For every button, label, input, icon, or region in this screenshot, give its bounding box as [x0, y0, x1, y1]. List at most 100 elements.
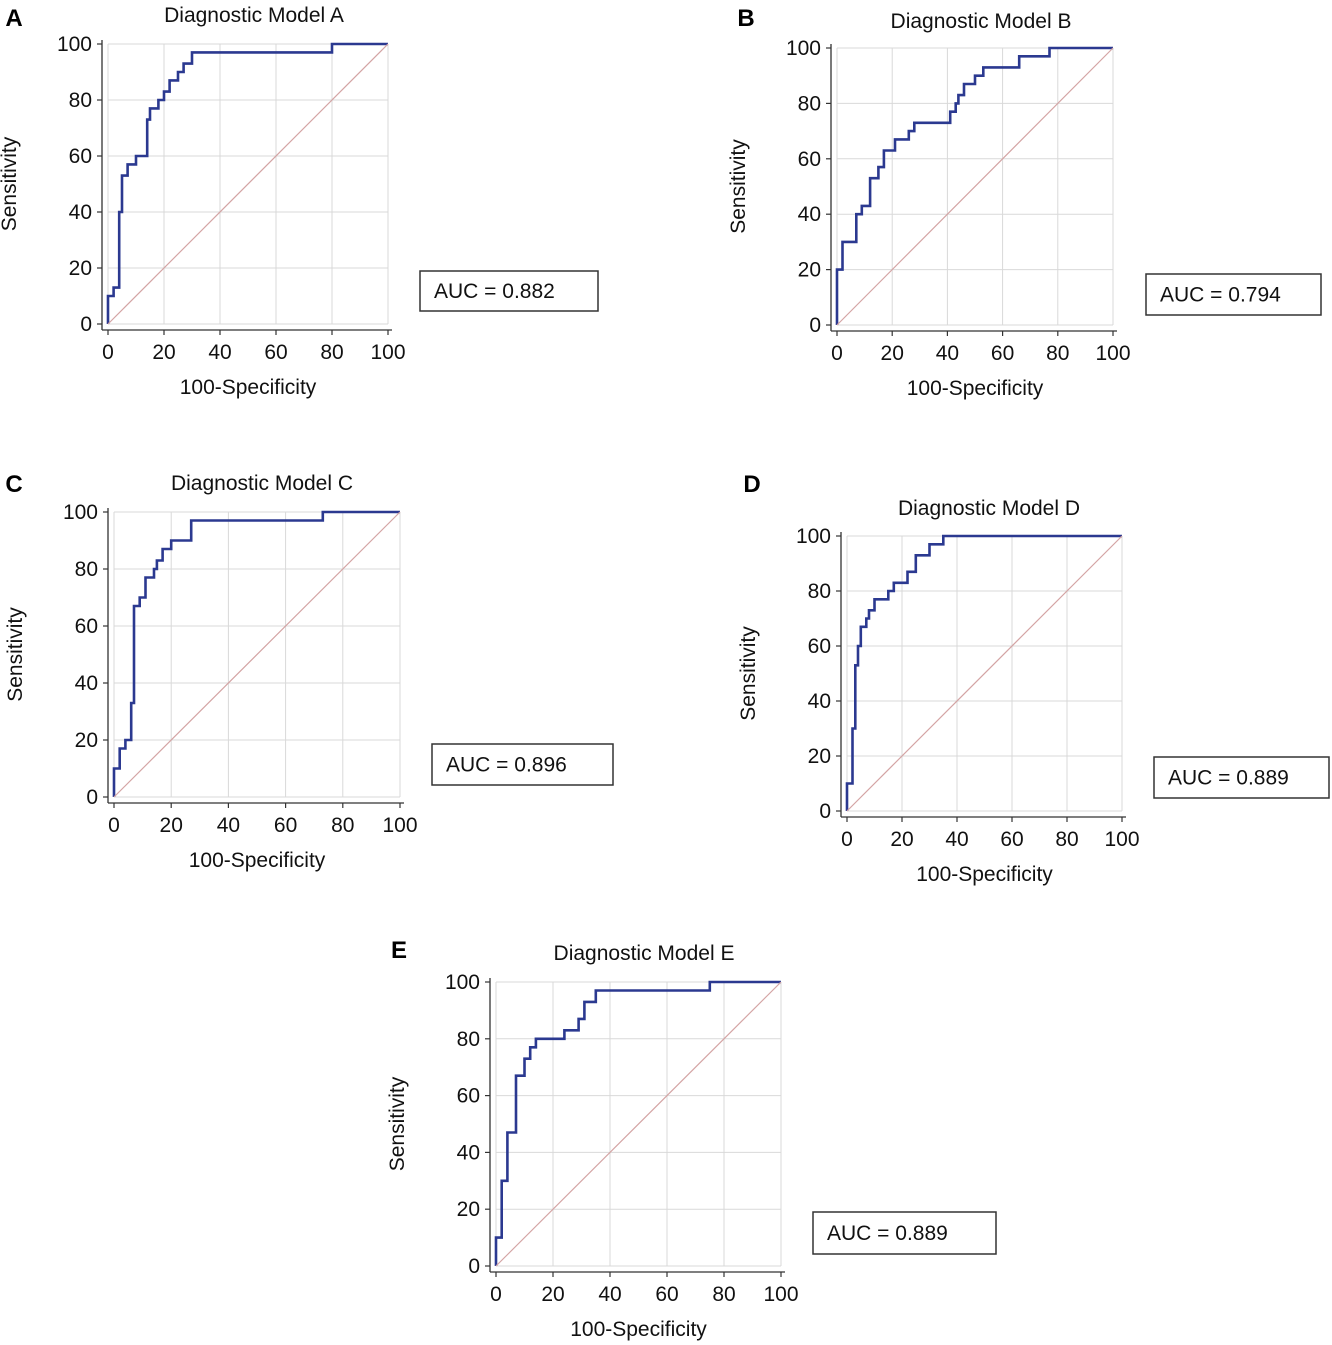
roc-curve-line: [845, 534, 1122, 811]
y-tick-label: 100: [57, 33, 92, 56]
x-axis-label: 100-Specificity: [570, 1318, 707, 1341]
auc-label: AUC = 0.889: [1168, 767, 1289, 790]
roc-panel-e: E Diagnostic Model E 0 20 40 60 80 100 0 20 40 60 80…: [386, 937, 997, 1341]
x-tick-label: 20: [152, 341, 175, 364]
chart-title: Diagnostic Model E: [554, 942, 735, 965]
x-tick-label: 0: [831, 342, 843, 365]
panel-letter: E: [391, 937, 407, 964]
roc-curve-line: [106, 42, 388, 324]
auc-box: [1145, 273, 1322, 316]
auc-box: [812, 1211, 997, 1255]
y-tick-label: 0: [80, 313, 92, 336]
y-tick-label: 40: [457, 1141, 480, 1164]
y-tick-label: 100: [786, 37, 821, 60]
y-tick-label: 60: [808, 635, 831, 658]
panel-letter: B: [737, 5, 754, 32]
roc-curve-line: [112, 510, 400, 797]
x-tick-label: 80: [331, 814, 354, 837]
y-tick-label: 80: [808, 580, 831, 603]
chart-title: Diagnostic Model B: [891, 10, 1072, 33]
roc-curve-line: [835, 46, 1113, 325]
reference-diagonal-line: [836, 47, 1114, 326]
auc-label: AUC = 0.794: [1160, 284, 1281, 307]
auc-box: [419, 270, 599, 312]
y-tick-label: 0: [809, 314, 821, 337]
y-tick-label: 100: [796, 525, 831, 548]
reference-diagonal-line: [495, 981, 782, 1267]
y-tick-label: 80: [75, 558, 98, 581]
x-tick-label: 40: [208, 341, 231, 364]
y-tick-label: 60: [457, 1085, 480, 1108]
y-tick-label: 80: [69, 89, 92, 112]
x-tick-label: 0: [108, 814, 120, 837]
y-tick-label: 40: [75, 672, 98, 695]
x-tick-label: 20: [160, 814, 183, 837]
y-tick-label: 0: [819, 800, 831, 823]
auc-label: AUC = 0.882: [434, 280, 555, 303]
x-tick-label: 40: [217, 814, 240, 837]
x-axis-label: 100-Specificity: [916, 863, 1053, 886]
x-tick-label: 20: [890, 828, 913, 851]
panel-letter: A: [5, 5, 22, 32]
x-tick-label: 60: [274, 814, 297, 837]
x-tick-label: 100: [382, 814, 417, 837]
y-tick-label: 40: [798, 203, 821, 226]
y-tick-label: 20: [69, 257, 92, 280]
y-axis-label: Sensitivity: [4, 607, 27, 702]
y-tick-label: 0: [468, 1255, 480, 1278]
x-tick-label: 40: [945, 828, 968, 851]
x-tick-label: 60: [655, 1283, 678, 1306]
x-tick-label: 100: [1095, 342, 1130, 365]
chart-title: Diagnostic Model C: [171, 472, 353, 495]
chart-title: Diagnostic Model A: [164, 4, 344, 27]
x-tick-label: 0: [490, 1283, 502, 1306]
x-tick-label: 100: [763, 1283, 798, 1306]
grid: [495, 981, 782, 1267]
x-axis-label: 100-Specificity: [180, 376, 317, 399]
y-axis-label: Sensitivity: [727, 139, 750, 234]
auc-box: [431, 743, 614, 786]
x-tick-label: 100: [370, 341, 405, 364]
y-axis-label: Sensitivity: [0, 136, 21, 231]
y-tick-label: 40: [69, 201, 92, 224]
x-tick-label: 80: [320, 341, 343, 364]
panel-letter: C: [5, 471, 22, 498]
x-tick-label: 40: [598, 1283, 621, 1306]
auc-box: [1153, 756, 1330, 799]
x-tick-label: 80: [1055, 828, 1078, 851]
auc-label: AUC = 0.896: [446, 754, 567, 777]
y-tick-label: 60: [75, 615, 98, 638]
y-tick-label: 20: [798, 259, 821, 282]
x-tick-label: 20: [881, 342, 904, 365]
roc-panel-c: C Diagnostic Model C 0 20 40 60 80 100 0 20 40 60 80…: [4, 471, 614, 872]
roc-panel-b: B Diagnostic Model B 0 20 40 60 80 100 0 20 40 60 80…: [727, 5, 1322, 400]
x-tick-label: 40: [936, 342, 959, 365]
y-tick-label: 100: [445, 971, 480, 994]
x-tick-label: 80: [712, 1283, 735, 1306]
y-tick-label: 80: [457, 1028, 480, 1051]
y-tick-label: 40: [808, 690, 831, 713]
roc-curve-line: [494, 980, 781, 1266]
auc-label: AUC = 0.889: [827, 1222, 948, 1245]
y-tick-label: 20: [75, 729, 98, 752]
reference-diagonal-line: [113, 511, 401, 798]
roc-panel-d: D Diagnostic Model D 0 20 40 60 80 100 0 20 40 60 80…: [737, 471, 1330, 886]
x-tick-label: 0: [841, 828, 853, 851]
x-axis-label: 100-Specificity: [907, 377, 1044, 400]
roc-panel-a: A Diagnostic Model A 0 20 40 60 80 100 0 20 40 60 80…: [0, 4, 599, 399]
y-tick-label: 60: [798, 148, 821, 171]
x-tick-label: 60: [1000, 828, 1023, 851]
y-tick-label: 80: [798, 92, 821, 115]
panel-letter: D: [743, 471, 760, 498]
x-axis-label: 100-Specificity: [189, 849, 326, 872]
x-tick-label: 100: [1104, 828, 1139, 851]
reference-diagonal-line: [846, 535, 1123, 812]
y-tick-label: 60: [69, 145, 92, 168]
y-tick-label: 0: [86, 786, 98, 809]
x-tick-label: 80: [1046, 342, 1069, 365]
grid: [846, 535, 1123, 812]
x-tick-label: 0: [102, 341, 114, 364]
x-tick-label: 60: [991, 342, 1014, 365]
chart-title: Diagnostic Model D: [898, 497, 1080, 520]
